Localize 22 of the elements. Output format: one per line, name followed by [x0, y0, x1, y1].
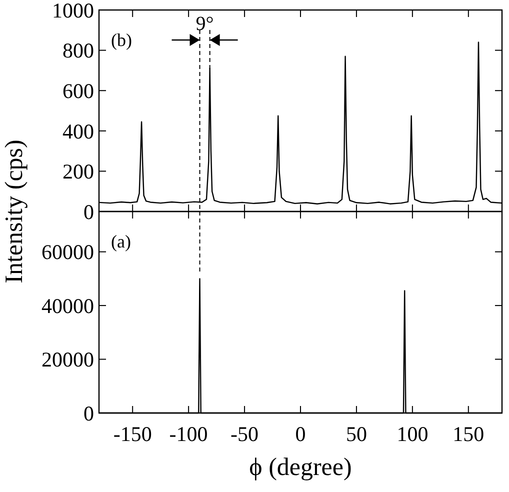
x-tick-label: 150	[452, 422, 484, 446]
y-tick-label: 40000	[42, 294, 94, 318]
annotation: 9°	[196, 13, 214, 35]
y-tick-label: 60000	[42, 240, 94, 264]
x-axis-title: ϕ (degree)	[249, 454, 352, 481]
y-tick-label: 200	[62, 160, 94, 184]
annotation: (a)	[111, 232, 131, 252]
y-tick-label: 400	[62, 119, 94, 144]
x-tick-label: -50	[230, 422, 259, 446]
y-tick-label: 600	[62, 78, 94, 103]
x-tick-label: 100	[396, 422, 428, 446]
x-tick-label: 0	[295, 422, 306, 446]
y-tick-label: 1000	[52, 0, 94, 22]
annotation: (b)	[111, 30, 132, 50]
x-tick-label: -150	[113, 422, 152, 446]
x-tick-label: 50	[346, 422, 367, 446]
y-tick-label: 0	[84, 200, 94, 224]
y-tick-label: 800	[62, 38, 94, 63]
y-axis-title: Intensity (cps)	[1, 140, 28, 284]
y-tick-label: 20000	[42, 348, 94, 372]
x-tick-label: -100	[169, 422, 208, 446]
y-tick-label: 0	[84, 401, 94, 426]
